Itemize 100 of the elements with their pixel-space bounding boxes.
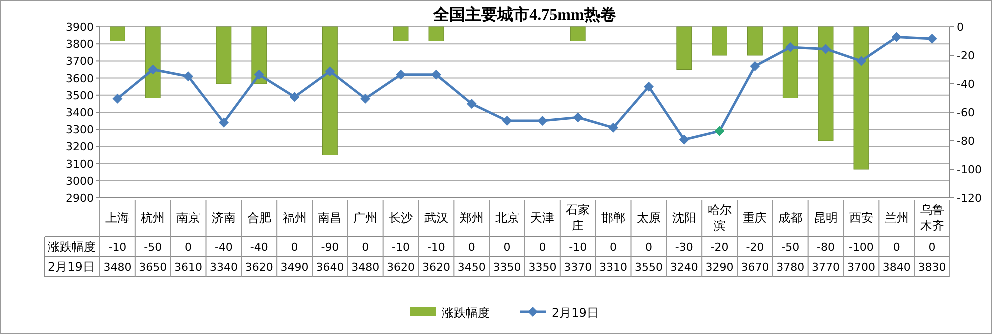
- point: [750, 61, 760, 72]
- chart-title: 全国主要城市4.75mm热卷: [432, 5, 616, 24]
- y2-tick-label: -60: [957, 106, 975, 120]
- data-label: 3340: [210, 261, 238, 274]
- x-tick-label: 昆明: [814, 211, 838, 225]
- y2-tick-label: -80: [957, 135, 975, 148]
- x-tick-label: 天津: [530, 211, 555, 225]
- x-tick-label: 太原: [636, 211, 661, 225]
- y-tick-label: 3700: [66, 55, 94, 68]
- data-label: 3640: [316, 261, 344, 274]
- point: [608, 122, 619, 133]
- point: [786, 42, 796, 53]
- y2-tick-label: -40: [957, 78, 975, 91]
- point: [290, 92, 300, 102]
- data-label: -90: [321, 241, 340, 254]
- data-label: 3770: [812, 261, 840, 274]
- data-label: -10: [392, 241, 410, 254]
- point: [184, 72, 194, 82]
- point: [538, 116, 548, 126]
- data-label: 0: [645, 241, 652, 254]
- point: [218, 118, 229, 128]
- point: [148, 64, 158, 75]
- y-tick-label: 3600: [66, 72, 94, 86]
- data-label: 3620: [422, 261, 450, 274]
- x-tick-label: 上海: [106, 211, 130, 225]
- data-label: 0: [185, 241, 192, 254]
- x-tick-label: 郑州: [460, 211, 484, 225]
- x-tick-label: 乌鲁木齐: [920, 203, 944, 233]
- x-tick-label: 重庆: [743, 211, 768, 225]
- data-label: 3370: [564, 261, 592, 274]
- data-label: 3450: [458, 261, 486, 274]
- x-tick-label: 西安: [849, 211, 874, 225]
- y2-tick-label: -100: [957, 164, 982, 176]
- x-tick-label: 南京: [176, 211, 201, 225]
- x-tick-label: 广州: [354, 211, 378, 225]
- y-tick-label: 3200: [66, 140, 94, 154]
- data-label: 0: [291, 241, 298, 254]
- data-label: 3610: [174, 261, 203, 274]
- data-label: 3350: [493, 261, 522, 274]
- point: [821, 44, 832, 54]
- data-label: 0: [893, 241, 900, 254]
- x-tick-label: 福州: [282, 211, 307, 225]
- x-tick-label: 济南: [212, 211, 236, 225]
- data-label: 3480: [352, 261, 380, 274]
- data-label: -100: [848, 241, 874, 254]
- x-tick-label: 成都: [778, 211, 803, 225]
- data-label: 3780: [776, 261, 805, 274]
- y-tick-label: 3100: [66, 158, 94, 171]
- point: [927, 34, 938, 44]
- data-label: 3700: [847, 261, 876, 274]
- data-label: -50: [782, 241, 800, 254]
- data-label: -10: [108, 241, 127, 254]
- data-label: 0: [610, 241, 618, 254]
- data-label: 3840: [882, 261, 911, 274]
- y2-tick-label: -20: [957, 50, 975, 62]
- x-tick-label: 南昌: [318, 211, 342, 225]
- x-tick-label: 北京: [495, 211, 520, 225]
- data-label: -40: [250, 241, 268, 254]
- point: [679, 134, 690, 145]
- point: [396, 70, 406, 80]
- x-tick-label: 沈阳: [672, 211, 696, 225]
- text: 涨跌幅度: [48, 240, 96, 254]
- x-tick-label: 长沙: [389, 211, 414, 225]
- x-tick-label: 武汉: [424, 211, 448, 225]
- legend-label: 2月19日: [552, 306, 599, 320]
- data-label: -10: [569, 241, 588, 254]
- data-label: -20: [746, 241, 764, 254]
- data-label: -40: [214, 241, 233, 254]
- point: [466, 98, 477, 109]
- x-tick-label: 石家庄: [566, 203, 590, 233]
- data-label: 3290: [706, 261, 734, 274]
- data-label: -50: [144, 241, 162, 254]
- x-tick-label: 杭州: [140, 211, 166, 225]
- x-tick-label: 哈尔滨: [708, 203, 732, 233]
- data-label: 3550: [634, 261, 663, 274]
- data-label: 0: [539, 241, 546, 254]
- data-label: 3490: [280, 261, 309, 274]
- point: [573, 112, 584, 123]
- data-label: 3620: [245, 261, 274, 274]
- data-label: -30: [675, 241, 694, 254]
- y-tick-label: 3300: [66, 124, 94, 137]
- point: [892, 32, 902, 42]
- y-tick-label: 3800: [66, 38, 94, 52]
- data-label: 0: [928, 241, 936, 254]
- text: 2月19日: [48, 260, 95, 274]
- point: [112, 94, 123, 104]
- data-label: 0: [504, 241, 511, 254]
- legend-label: 涨跌幅度: [442, 306, 490, 320]
- data-label: 3650: [139, 261, 168, 274]
- y-tick-label: 3900: [66, 21, 94, 34]
- data-label: 3620: [387, 261, 416, 274]
- data-label: 3310: [600, 261, 628, 274]
- data-label: -80: [817, 241, 836, 254]
- point: [644, 82, 654, 92]
- data-label: 3350: [528, 261, 557, 274]
- point: [431, 70, 442, 80]
- y-tick-label: 3400: [66, 106, 94, 120]
- data-label: 3830: [918, 261, 946, 274]
- y-tick-label: 3500: [66, 89, 94, 102]
- data-label: 3670: [741, 261, 770, 274]
